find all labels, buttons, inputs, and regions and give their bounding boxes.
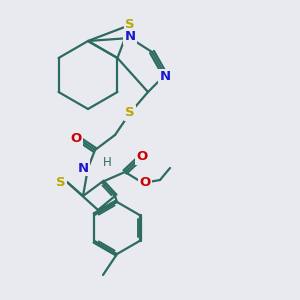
Text: S: S <box>56 176 66 188</box>
Text: S: S <box>125 106 135 119</box>
Text: O: O <box>136 151 148 164</box>
Text: N: N <box>78 161 89 175</box>
Text: S: S <box>125 17 135 31</box>
Text: O: O <box>140 176 151 190</box>
Text: N: N <box>159 70 171 83</box>
Text: N: N <box>124 31 136 44</box>
Text: O: O <box>70 131 82 145</box>
Text: H: H <box>103 155 112 169</box>
